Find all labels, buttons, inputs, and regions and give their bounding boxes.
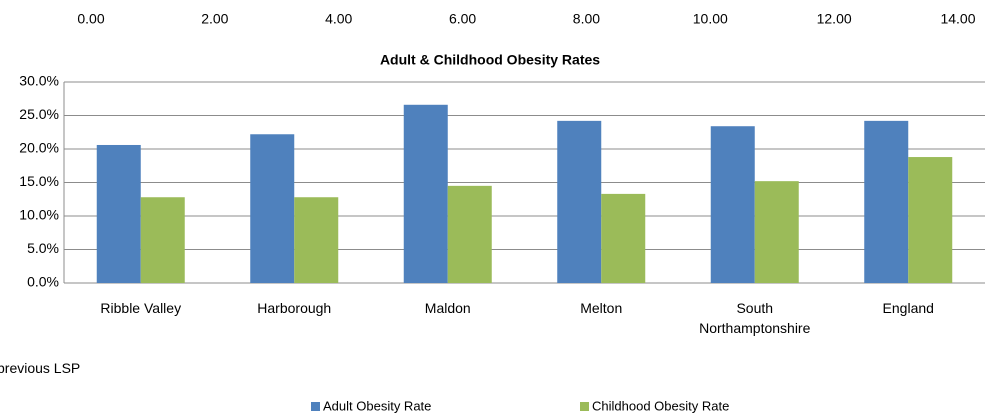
x-tick-label: Melton (580, 300, 623, 316)
x-tick-label: England (882, 300, 934, 316)
bar (864, 120, 909, 283)
legend-swatch (311, 402, 320, 411)
x-tick-label: 8.00 (573, 11, 600, 27)
x-tick-label: 12.00 (817, 11, 852, 27)
y-tick-label: 25.0% (19, 106, 59, 122)
legend-swatch (580, 402, 589, 411)
note: previous LSP (0, 360, 81, 376)
bar (754, 181, 799, 283)
y-tick-label: 15.0% (19, 173, 59, 189)
x-tick-label: 0.00 (77, 11, 104, 27)
y-tick-label: 10.0% (19, 207, 59, 223)
bar (557, 120, 602, 283)
y-tick-label: 5.0% (27, 240, 59, 256)
legend-label: Childhood Obesity Rate (592, 398, 729, 413)
x-tick-label: 2.00 (201, 11, 228, 27)
x-tick-label: 6.00 (449, 11, 476, 27)
bar (294, 197, 339, 283)
bar (250, 134, 295, 283)
x-tick-label: South Northamptonshire (699, 300, 811, 336)
x-tick-label: 10.00 (693, 11, 728, 27)
x-tick-label: Maldon (424, 300, 471, 316)
bar (447, 185, 492, 283)
y-tick-label: 0.0% (27, 274, 59, 290)
bar (710, 126, 755, 283)
y-tick-label: 30.0% (19, 73, 59, 89)
bar (908, 157, 953, 283)
chart-title: Adult & Childhood Obesity Rates (380, 52, 600, 68)
x-tick-label: 14.00 (940, 11, 975, 27)
bar (601, 193, 646, 283)
x-tick-label: 4.00 (325, 11, 352, 27)
bar (96, 144, 141, 283)
bar (403, 104, 448, 283)
bar (140, 197, 185, 283)
y-tick-label: 20.0% (19, 140, 59, 156)
x-tick-label: Harborough (257, 300, 332, 316)
legend-label: Adult Obesity Rate (323, 398, 431, 413)
x-tick-label: Ribble Valley (100, 300, 182, 316)
